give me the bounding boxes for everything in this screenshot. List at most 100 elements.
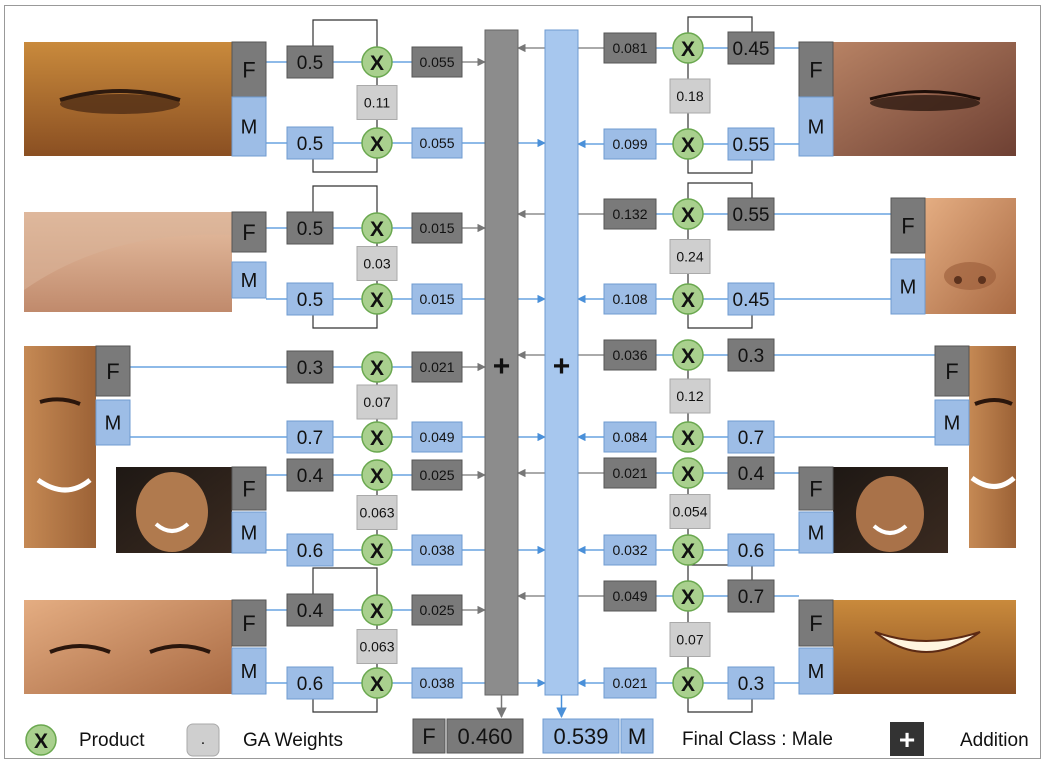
left-half-face-m-output bbox=[411, 421, 463, 453]
right-full-face-m-output-text: 0.032 bbox=[612, 542, 647, 558]
left-eye-f-output-text: 0.055 bbox=[419, 54, 454, 70]
left-eye-bracket-bottom bbox=[312, 158, 378, 173]
right-nose-f-label bbox=[890, 197, 926, 254]
left-eye-m-prob bbox=[286, 126, 334, 160]
right-eye-m-label bbox=[798, 96, 834, 157]
connector-lines bbox=[130, 16, 935, 713]
left-forehead-m-output bbox=[411, 283, 463, 315]
left-forehead-f-prob bbox=[286, 211, 334, 245]
left-eye-m-output bbox=[411, 127, 463, 159]
right-eye-m-label-text: M bbox=[808, 117, 825, 139]
right-half-face-m-product bbox=[672, 421, 704, 453]
female-sum-plus: + bbox=[493, 350, 511, 383]
left-half-face-m-product bbox=[361, 421, 393, 453]
right-full-face-m-label-text: M bbox=[808, 523, 825, 545]
left-eyes-wide-f-output bbox=[411, 594, 463, 626]
left-eye-f-product-symbol: X bbox=[370, 52, 384, 75]
right-nose-m-prob-text: 0.45 bbox=[733, 290, 770, 311]
right-nose-bracket-bottom bbox=[687, 314, 753, 329]
right-nose-f-prob-text: 0.55 bbox=[733, 205, 770, 226]
right-mouth-m-product-symbol: X bbox=[681, 673, 695, 696]
left-forehead-f-output bbox=[411, 212, 463, 244]
left-eye-bracket-top bbox=[312, 19, 378, 47]
left-forehead-bracket-top bbox=[312, 185, 378, 213]
right-mouth-f-output bbox=[603, 580, 657, 612]
right-full-face-weight-text: 0.054 bbox=[672, 504, 707, 520]
right-eye-weight-text: 0.18 bbox=[676, 88, 703, 104]
right-nose-m-product-symbol: X bbox=[681, 289, 695, 312]
right-full-face-m-prob-text: 0.6 bbox=[738, 541, 764, 562]
right-full-face-f-output bbox=[603, 457, 657, 489]
right-nose-f-label-text: F bbox=[901, 213, 914, 238]
right-full-face-f-product-symbol: X bbox=[681, 463, 695, 486]
right-full-face-f-output-text: 0.021 bbox=[612, 465, 647, 481]
left-eye-m-product bbox=[361, 127, 393, 159]
right-nose-weight-text: 0.24 bbox=[676, 249, 703, 265]
right-eye-m-prob bbox=[727, 127, 775, 161]
left-half-face-weight-text: 0.07 bbox=[363, 394, 390, 410]
left-eye-m-output-text: 0.055 bbox=[419, 135, 454, 151]
right-full-face-m-product bbox=[672, 534, 704, 566]
left-eyes-wide-m-prob bbox=[286, 666, 334, 700]
left-half-face-f-label bbox=[95, 345, 131, 397]
left-forehead-m-output-text: 0.015 bbox=[419, 291, 454, 307]
legend-addition-symbol: + bbox=[899, 724, 915, 755]
right-nose-m-output bbox=[603, 283, 657, 315]
right-mouth-f-product-symbol: X bbox=[681, 586, 695, 609]
left-smile-face-m-product-symbol: X bbox=[370, 540, 384, 563]
left-eye-m-prob-text: 0.5 bbox=[297, 134, 323, 155]
left-eye-f-output bbox=[411, 46, 463, 78]
left-eyes-wide-m-prob-text: 0.6 bbox=[297, 674, 323, 695]
right-eye-m-product-symbol: X bbox=[681, 134, 695, 157]
right-eye-f-output bbox=[603, 32, 657, 64]
right-half-face-f-label-text: F bbox=[945, 359, 958, 384]
right-half-face-m-prob bbox=[727, 420, 775, 454]
female-sum-bar bbox=[484, 29, 519, 696]
right-mouth-f-prob bbox=[727, 579, 775, 613]
right-mouth-weight-text: 0.07 bbox=[676, 632, 703, 648]
right-half-face-m-product-symbol: X bbox=[681, 427, 695, 450]
legend-product-symbol: X bbox=[34, 730, 48, 753]
right-full-face-photo bbox=[833, 467, 948, 553]
final-class-text: Final Class : Male bbox=[682, 729, 833, 750]
left-half-face-f-product bbox=[361, 351, 393, 383]
left-smile-face-m-label bbox=[231, 511, 267, 554]
right-half-face-m-label bbox=[934, 399, 970, 446]
left-forehead-bracket-bottom bbox=[312, 314, 378, 329]
left-eye-m-product-symbol: X bbox=[370, 133, 384, 156]
left-eyes-wide-f-label bbox=[231, 599, 267, 647]
right-half-face-m-output-text: 0.084 bbox=[612, 429, 647, 445]
left-half-face-m-prob bbox=[286, 420, 334, 454]
left-forehead-m-product-symbol: X bbox=[370, 289, 384, 312]
left-eyes-wide-m-label-text: M bbox=[241, 661, 258, 683]
right-full-face-f-prob bbox=[727, 456, 775, 490]
right-half-face-m-prob-text: 0.7 bbox=[738, 428, 764, 449]
right-half-face-f-output bbox=[603, 339, 657, 371]
right-half-face-f-product bbox=[672, 339, 704, 371]
right-mouth-m-prob-text: 0.3 bbox=[738, 674, 764, 695]
left-smile-face-m-output bbox=[411, 534, 463, 566]
right-eye-m-output bbox=[603, 128, 657, 160]
left-smile-face-m-prob-text: 0.6 bbox=[297, 541, 323, 562]
left-eye-f-product bbox=[361, 46, 393, 78]
left-forehead-weight bbox=[356, 246, 398, 281]
right-half-face-weight-text: 0.12 bbox=[676, 388, 703, 404]
right-full-face-f-product bbox=[672, 457, 704, 489]
right-half-face-f-output-text: 0.036 bbox=[612, 347, 647, 363]
left-half-face-f-output bbox=[411, 351, 463, 383]
left-forehead-f-output-text: 0.015 bbox=[419, 220, 454, 236]
right-nose-f-output bbox=[603, 198, 657, 230]
legend-product-label: Product bbox=[79, 730, 145, 751]
right-half-face-f-product-symbol: X bbox=[681, 345, 695, 368]
right-eye-m-product bbox=[672, 128, 704, 160]
left-smile-face-f-product-symbol: X bbox=[370, 465, 384, 488]
left-eyes-wide-bracket-bottom bbox=[312, 698, 378, 713]
right-nose-f-product bbox=[672, 198, 704, 230]
right-nose-bracket-top bbox=[687, 182, 753, 199]
left-eye-m-label-text: M bbox=[241, 117, 258, 139]
left-eye-f-prob bbox=[286, 45, 334, 79]
forehead-photo bbox=[24, 212, 232, 312]
right-eye-m-output-text: 0.099 bbox=[612, 136, 647, 152]
legend-weight-symbol: . bbox=[201, 731, 205, 748]
left-eyes-wide-bracket-top bbox=[312, 567, 378, 595]
